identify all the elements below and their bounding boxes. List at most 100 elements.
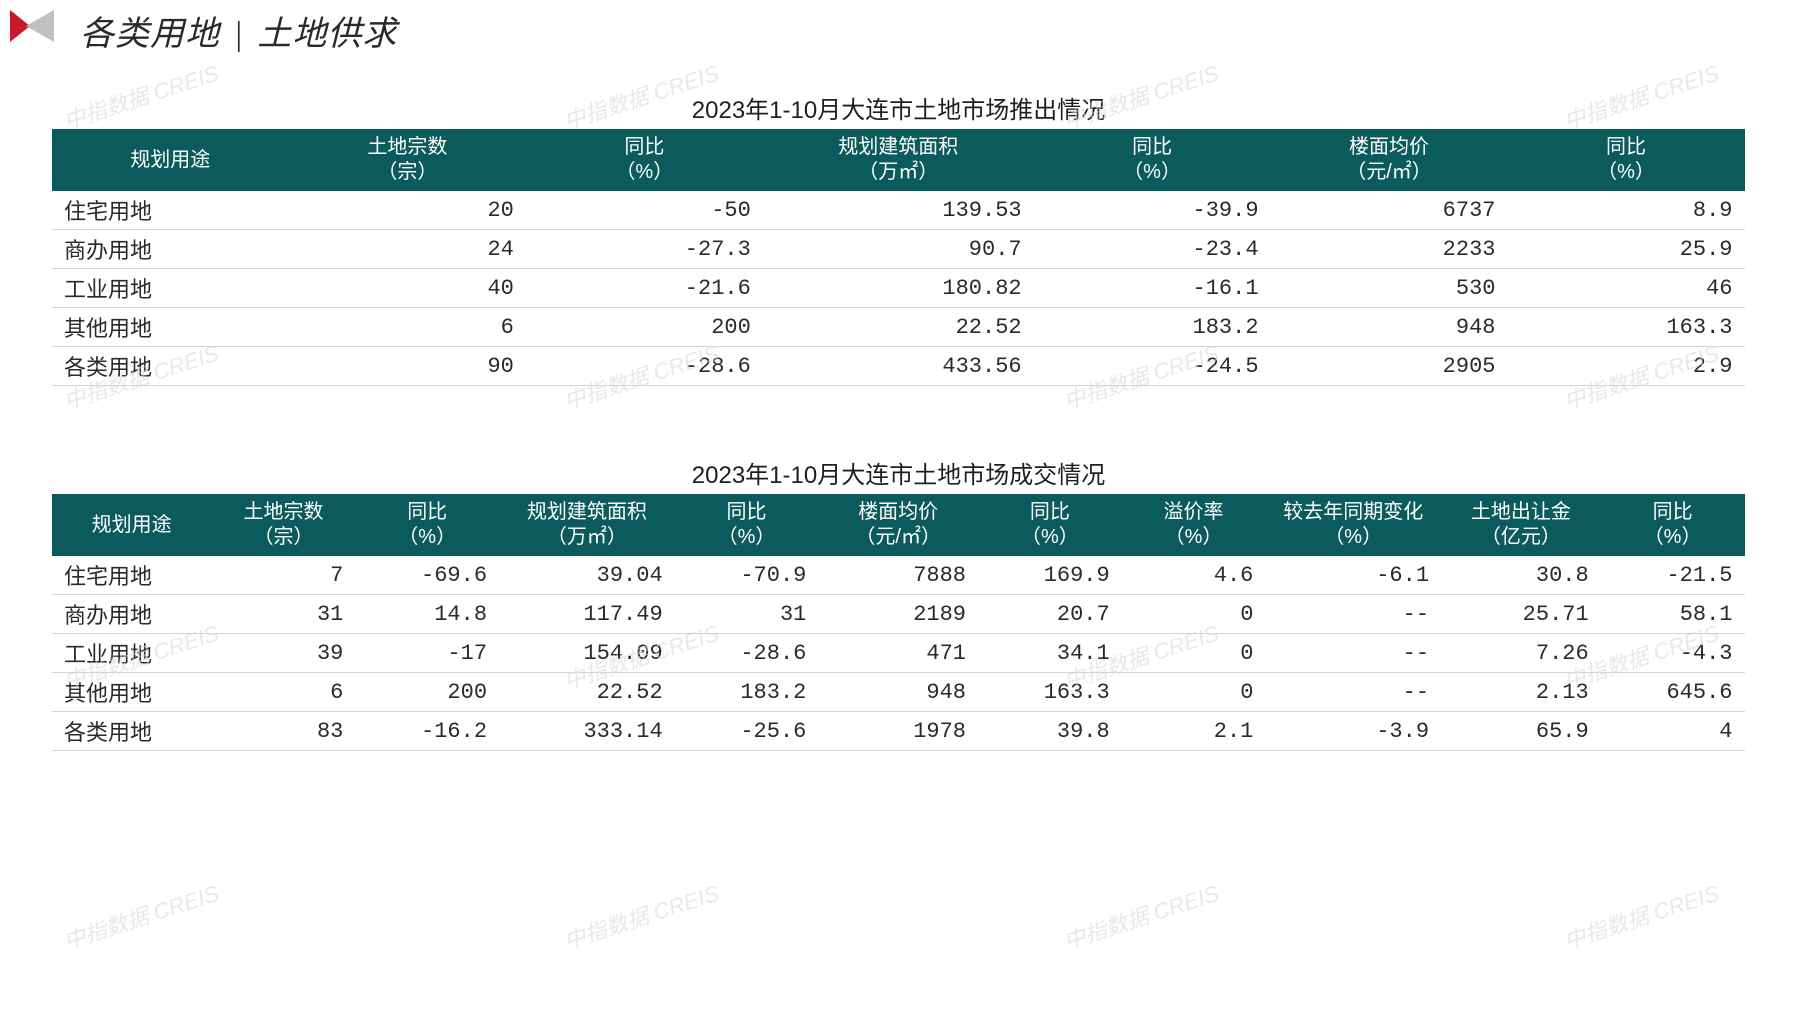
cell-value: 433.56: [763, 347, 1034, 386]
title-separator: |: [230, 16, 248, 53]
col-header: 规划建筑面积（万㎡）: [763, 129, 1034, 191]
cell-value: 7: [212, 556, 356, 595]
table-row: 工业用地40-21.6180.82-16.153046: [52, 269, 1745, 308]
cell-value: 14.8: [355, 595, 499, 634]
cell-value: --: [1265, 634, 1441, 673]
cell-value: 645.6: [1601, 673, 1745, 712]
data-table: 规划用途土地宗数（宗）同比（%）规划建筑面积（万㎡）同比（%）楼面均价（元/㎡）…: [52, 129, 1745, 386]
data-table: 规划用途土地宗数（宗）同比（%）规划建筑面积（万㎡）同比（%）楼面均价（元/㎡）…: [52, 494, 1745, 751]
cell-value: 25.9: [1507, 230, 1744, 269]
cell-value: -70.9: [675, 556, 819, 595]
row-label: 商办用地: [52, 230, 289, 269]
col-header: 同比（%）: [526, 129, 763, 191]
cell-value: -28.6: [675, 634, 819, 673]
cell-value: 6737: [1271, 191, 1508, 230]
cell-value: 31: [212, 595, 356, 634]
cell-value: 6: [212, 673, 356, 712]
cell-value: 948: [818, 673, 978, 712]
table-row: 其他用地620022.52183.2948163.30--2.13645.6: [52, 673, 1745, 712]
cell-value: 46: [1507, 269, 1744, 308]
table-supply: 2023年1-10月大连市土地市场推出情况规划用途土地宗数（宗）同比（%）规划建…: [52, 90, 1745, 386]
cell-value: 183.2: [675, 673, 819, 712]
cell-value: 39.8: [978, 712, 1122, 751]
title-left: 各类用地: [80, 16, 220, 53]
table-row: 各类用地83-16.2333.14-25.6197839.82.1-3.965.…: [52, 712, 1745, 751]
cell-value: 1978: [818, 712, 978, 751]
table-row: 商办用地3114.8117.4931218920.70--25.7158.1: [52, 595, 1745, 634]
cell-value: --: [1265, 595, 1441, 634]
row-label: 工业用地: [52, 269, 289, 308]
cell-value: 8.9: [1507, 191, 1744, 230]
cell-value: 0: [1122, 673, 1266, 712]
col-header: 溢价率（%）: [1122, 494, 1266, 556]
cell-value: -4.3: [1601, 634, 1745, 673]
cell-value: 471: [818, 634, 978, 673]
table-row: 各类用地90-28.6433.56-24.529052.9: [52, 347, 1745, 386]
cell-value: 2.13: [1441, 673, 1601, 712]
cell-value: -69.6: [355, 556, 499, 595]
col-header: 同比（%）: [1601, 494, 1745, 556]
cell-value: 4: [1601, 712, 1745, 751]
cell-value: 34.1: [978, 634, 1122, 673]
cell-value: -28.6: [526, 347, 763, 386]
cell-value: 2233: [1271, 230, 1508, 269]
section-title: 2023年1-10月大连市土地市场成交情况: [52, 455, 1745, 490]
cell-value: 2.9: [1507, 347, 1744, 386]
cell-value: 333.14: [499, 712, 675, 751]
cell-value: 31: [675, 595, 819, 634]
logo-icon: [10, 10, 60, 42]
cell-value: 4.6: [1122, 556, 1266, 595]
table-transaction: 2023年1-10月大连市土地市场成交情况规划用途土地宗数（宗）同比（%）规划建…: [52, 455, 1745, 751]
row-label: 工业用地: [52, 634, 212, 673]
row-label: 住宅用地: [52, 191, 289, 230]
cell-value: 200: [355, 673, 499, 712]
cell-value: 7.26: [1441, 634, 1601, 673]
cell-value: -24.5: [1034, 347, 1271, 386]
cell-value: 2189: [818, 595, 978, 634]
cell-value: 65.9: [1441, 712, 1601, 751]
cell-value: -16.1: [1034, 269, 1271, 308]
cell-value: 139.53: [763, 191, 1034, 230]
row-label: 各类用地: [52, 347, 289, 386]
brand-logo: [10, 10, 60, 42]
cell-value: -27.3: [526, 230, 763, 269]
col-header: 楼面均价（元/㎡）: [1271, 129, 1508, 191]
cell-value: 24: [289, 230, 526, 269]
cell-value: 39.04: [499, 556, 675, 595]
cell-value: 83: [212, 712, 356, 751]
cell-value: -21.5: [1601, 556, 1745, 595]
cell-value: 163.3: [978, 673, 1122, 712]
cell-value: 90: [289, 347, 526, 386]
col-header: 规划用途: [52, 129, 289, 191]
cell-value: 20.7: [978, 595, 1122, 634]
page-title: 各类用地 | 土地供求: [80, 6, 397, 55]
cell-value: 530: [1271, 269, 1508, 308]
col-header: 同比（%）: [1034, 129, 1271, 191]
watermark: 中指数据 CREIS: [59, 876, 222, 956]
cell-value: -17: [355, 634, 499, 673]
table-row: 其他用地620022.52183.2948163.3: [52, 308, 1745, 347]
cell-value: -39.9: [1034, 191, 1271, 230]
row-label: 住宅用地: [52, 556, 212, 595]
col-header: 同比（%）: [675, 494, 819, 556]
col-header: 土地宗数（宗）: [289, 129, 526, 191]
cell-value: -3.9: [1265, 712, 1441, 751]
col-header: 土地出让金（亿元）: [1441, 494, 1601, 556]
table-row: 商办用地24-27.390.7-23.4223325.9: [52, 230, 1745, 269]
row-label: 其他用地: [52, 673, 212, 712]
watermark: 中指数据 CREIS: [1059, 876, 1222, 956]
col-header: 规划建筑面积（万㎡）: [499, 494, 675, 556]
col-header: 规划用途: [52, 494, 212, 556]
watermark: 中指数据 CREIS: [559, 876, 722, 956]
cell-value: 39: [212, 634, 356, 673]
cell-value: 6: [289, 308, 526, 347]
cell-value: -23.4: [1034, 230, 1271, 269]
table-row: 住宅用地7-69.639.04-70.97888169.94.6-6.130.8…: [52, 556, 1745, 595]
cell-value: 0: [1122, 595, 1266, 634]
cell-value: 948: [1271, 308, 1508, 347]
col-header: 同比（%）: [355, 494, 499, 556]
cell-value: -21.6: [526, 269, 763, 308]
cell-value: 0: [1122, 634, 1266, 673]
watermark: 中指数据 CREIS: [1559, 876, 1722, 956]
cell-value: 183.2: [1034, 308, 1271, 347]
